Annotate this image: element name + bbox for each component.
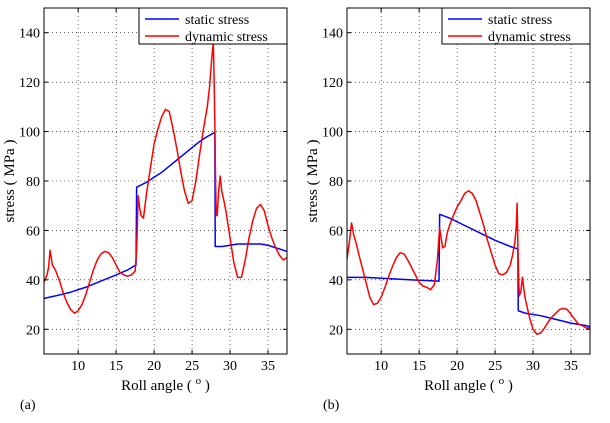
y-tick-label: 120 bbox=[322, 76, 343, 91]
legend-box bbox=[138, 7, 288, 45]
x-tick-label: 20 bbox=[147, 359, 161, 374]
series-line-static-stress bbox=[44, 132, 287, 300]
series-line-dynamic-stress bbox=[347, 190, 590, 335]
x-tick-label: 35 bbox=[261, 359, 275, 374]
y-tick-label: 40 bbox=[26, 274, 40, 289]
chart-panel-a: 10 15 20 25 30 35 20 40 60 80 100 120 140 Roll angle … bbox=[2, 7, 288, 394]
x-tick-label: 10 bbox=[71, 359, 85, 374]
series-group bbox=[347, 190, 590, 335]
y-tick-label: 140 bbox=[19, 27, 40, 42]
x-axis-label: Roll angle ( o ) bbox=[424, 375, 513, 394]
x-tick-label: 25 bbox=[488, 359, 502, 374]
legend-label: static stress bbox=[488, 13, 552, 28]
x-tick-label: 25 bbox=[185, 359, 199, 374]
x-tick-label: 15 bbox=[109, 359, 123, 374]
x-tick-label: 15 bbox=[412, 359, 426, 374]
y-tick-label: 140 bbox=[322, 27, 343, 42]
y-axis-label: stress ( MPa ) bbox=[305, 140, 321, 223]
legend-label: dynamic stress bbox=[185, 30, 268, 45]
y-tick-label: 40 bbox=[329, 274, 343, 289]
panel-label-b: (b) bbox=[323, 398, 340, 413]
series-line-static-stress bbox=[347, 213, 590, 328]
x-tick-label: 35 bbox=[564, 359, 578, 374]
legend-box bbox=[441, 7, 591, 45]
y-tick-label: 80 bbox=[26, 175, 40, 190]
chart-panel-b: 10 15 20 25 30 35 20 40 60 80 100 120 140 Roll angle … bbox=[305, 7, 591, 394]
series-group bbox=[44, 41, 287, 314]
legend-label: dynamic stress bbox=[488, 30, 571, 45]
y-tick-label: 60 bbox=[26, 224, 40, 239]
y-tick-label: 120 bbox=[19, 76, 40, 91]
legend: static stress dynamic stress bbox=[138, 7, 288, 45]
y-axis-label: stress ( MPa ) bbox=[2, 140, 18, 223]
y-tick-label: 100 bbox=[19, 126, 40, 141]
panel-label-a: (a) bbox=[20, 398, 36, 413]
y-tick-label: 80 bbox=[329, 175, 343, 190]
x-tick-label: 30 bbox=[526, 359, 540, 374]
y-tick-label: 20 bbox=[329, 323, 343, 338]
x-axis-label: Roll angle ( o ) bbox=[121, 375, 210, 394]
y-tick-label: 60 bbox=[329, 224, 343, 239]
series-line-dynamic-stress bbox=[44, 41, 287, 314]
x-tick-label: 30 bbox=[223, 359, 237, 374]
x-tick-label: 10 bbox=[374, 359, 388, 374]
legend: static stress dynamic stress bbox=[441, 7, 591, 45]
x-tick-label: 20 bbox=[450, 359, 464, 374]
legend-label: static stress bbox=[185, 13, 249, 28]
y-tick-label: 100 bbox=[322, 126, 343, 141]
y-tick-label: 20 bbox=[26, 323, 40, 338]
